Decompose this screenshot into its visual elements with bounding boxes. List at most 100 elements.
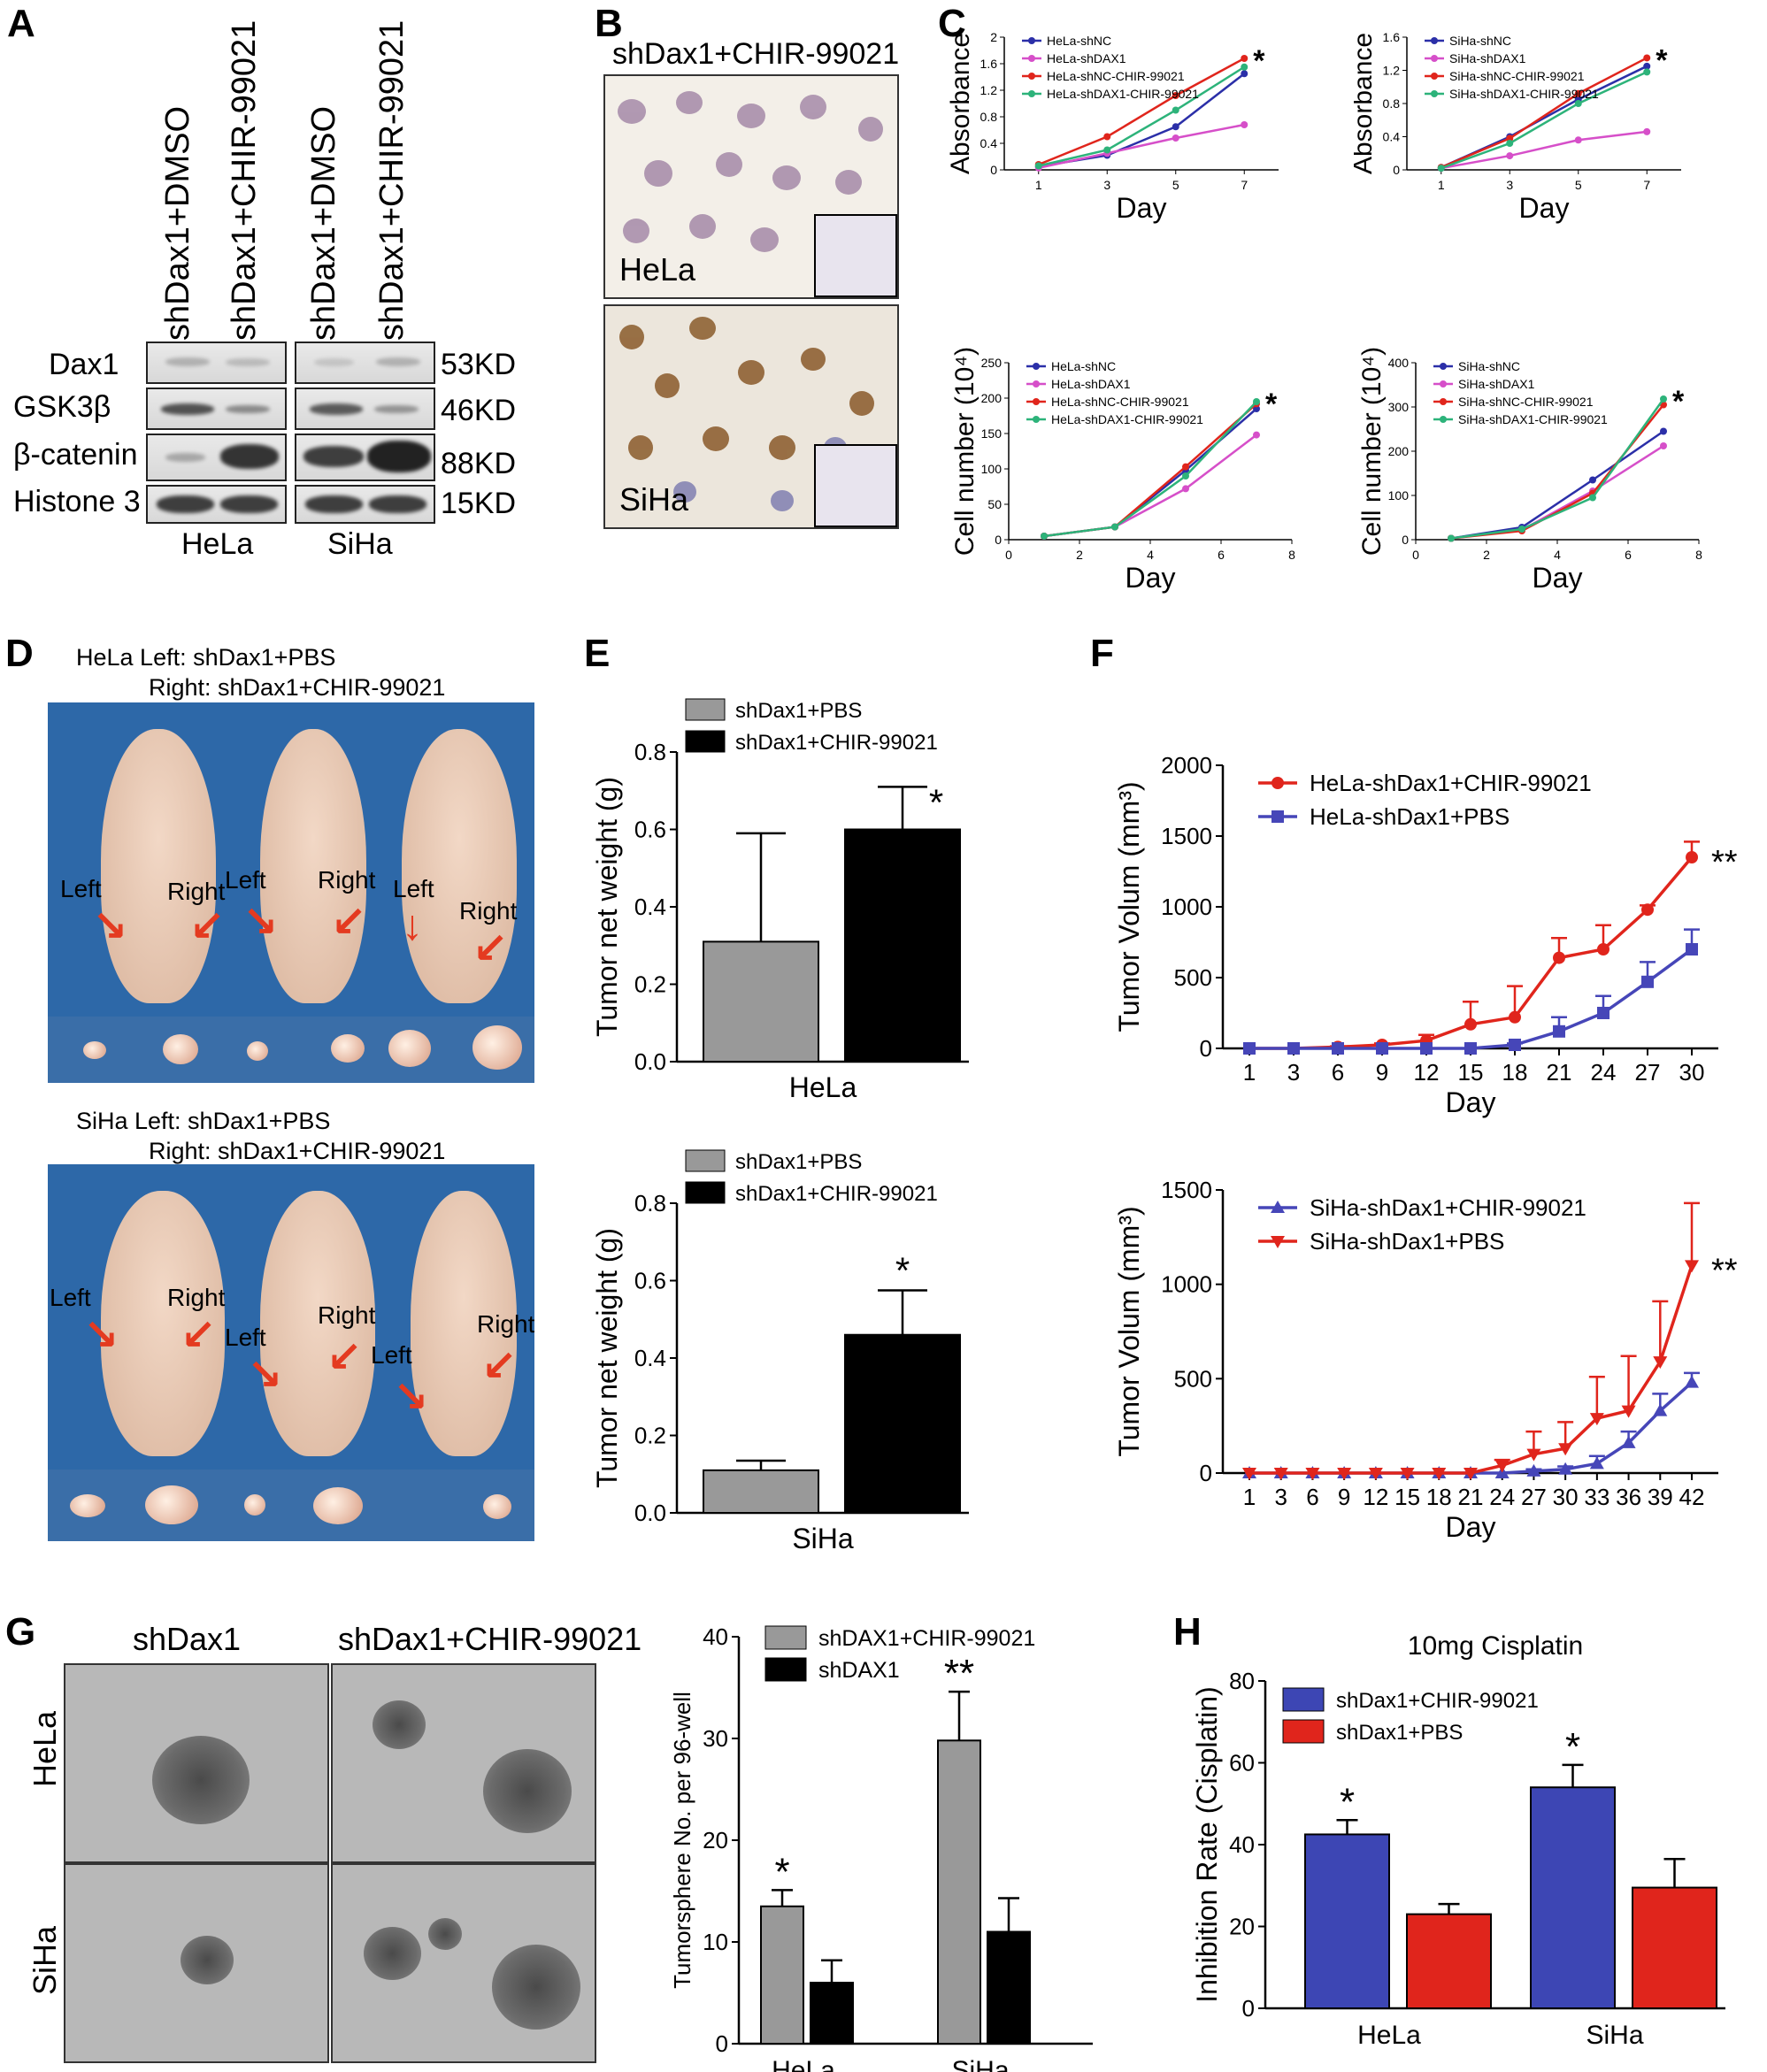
y-tick-label: 1.6 [1383,30,1401,44]
legend-label: shDax1+PBS [1336,1721,1463,1745]
data-point [1243,1042,1256,1055]
blot-band-strip [146,434,287,481]
y-tick-label: 30 [703,1725,728,1752]
x-tick-label: 24 [1489,1484,1515,1510]
data-point [1368,1468,1383,1480]
cell-label-hela: HeLa [181,527,254,561]
ihc-siha-label: SiHa [619,481,689,518]
y-tick-label: 0.6 [634,1268,666,1294]
legend-swatch [685,730,726,753]
legend-label: HeLa-shNC-CHIR-99021 [1047,69,1185,83]
significance-label: * [929,781,943,823]
data-point [1526,1463,1541,1477]
chart-absorbance-siha: 0 0.4 0.8 1.2 1.6 1 3 5 7 Day Absorbance SiHa-shNC S… [1354,30,1681,224]
data-point [1111,523,1118,531]
y-tick-label: 0 [1393,163,1400,177]
data-point [1685,1375,1699,1388]
y-tick-label: 0.2 [634,971,666,998]
legend-marker [1033,416,1040,423]
y-tick-label: 20 [703,1827,728,1853]
excised-tumors [48,1470,534,1541]
panel-letter-f: F [1090,632,1114,675]
x-tick-label: 18 [1426,1484,1452,1510]
data-point [1643,62,1651,70]
data-point [1506,140,1514,147]
legend-label: shDax1+PBS [735,1150,862,1174]
significance-label: * [774,1850,789,1893]
legend-label: SiHa-shNC-CHIR-99021 [1458,395,1594,409]
bar [987,1930,1031,2045]
data-point [1464,1017,1477,1031]
protein-label-beta-catenin: β-catenin [13,438,138,472]
legend-swatch [764,1657,807,1682]
data-point [1437,165,1445,173]
right-label: Right [477,1310,534,1338]
x-tick-label: 27 [1521,1484,1547,1510]
sphere-image [64,1863,329,2063]
series-line [1249,1381,1694,1475]
chart-tumor-weight-siha: 0.0 0.2 0.4 0.6 0.8 Tumor net weight (g) SiHa *… [591,1149,969,1554]
cell-label-siha: SiHa [327,527,393,561]
x-axis-label: Day [1519,192,1570,224]
significance-label: ** [944,1652,974,1695]
x-tick-label: 7 [1643,178,1650,192]
data-point [1337,1468,1352,1480]
bar [1530,1786,1616,2009]
hela-group-line1: HeLa Left: shDax1+PBS [76,644,336,671]
legend-label: SiHa-shDax1+CHIR-99021 [1310,1194,1586,1221]
sphere-image [331,1863,596,2063]
series-line [1450,430,1664,540]
legend-label: shDax1+CHIR-99021 [735,1182,938,1206]
panel-letter-a: A [7,2,35,45]
legend-marker [1028,37,1035,44]
legend-marker [1028,55,1035,62]
y-axis-label: Inhibition Rate (Cisplatin) [1191,1686,1223,2003]
x-tick-label: 5 [1172,178,1179,192]
data-point [1643,127,1651,135]
y-tick-label: 1500 [1161,823,1212,849]
legend-swatch [1282,1719,1325,1744]
y-tick-label: 2000 [1161,752,1212,779]
data-point [1553,1024,1565,1038]
panel-letter-b: B [595,2,623,45]
x-tick-label: 0 [1005,548,1012,562]
legend-marker [1033,380,1040,388]
x-tick-label: 12 [1363,1484,1388,1510]
legend-label: HeLa-shDax1+CHIR-99021 [1310,770,1592,796]
y-tick-label: 0 [1242,1995,1255,2022]
data-point [1643,68,1651,76]
x-tick-label: 1 [1243,1484,1256,1510]
data-point [1103,133,1111,141]
x-tick-label: 0 [1412,548,1419,562]
significance-label: * [1656,43,1668,77]
x-tick-label: 3 [1103,178,1110,192]
data-point [1103,146,1111,154]
siha-group-line1: SiHa Left: shDax1+PBS [76,1108,331,1134]
legend-swatch [685,1181,726,1204]
sphere-row-label-2: SiHa [27,1925,63,1995]
y-tick-label: 1000 [1161,1271,1212,1298]
x-tick-label: 36 [1616,1484,1641,1510]
legend-label: SiHa-shNC [1458,359,1520,373]
data-point [1518,526,1525,533]
x-tick-label: 15 [1394,1484,1420,1510]
data-point [1574,100,1582,107]
left-label: Left [225,866,266,894]
x-tick-label: 6 [1306,1484,1318,1510]
panel-letter-d: D [5,632,34,675]
y-tick-label: 400 [1388,356,1410,370]
x-axis-label: Day [1126,562,1176,594]
chart-absorbance-hela: 0 0.4 0.8 1.2 1.6 2 1 3 5 7 Day Absorbance HeLa-shNC… [946,30,1279,224]
data-point [1241,121,1248,128]
y-tick-label: 0 [995,533,1002,547]
data-point [1660,442,1667,449]
x-tick-label: 6 [1218,548,1225,562]
bar [810,1982,854,2045]
x-tick-label: 2 [1483,548,1490,562]
legend-marker [1431,37,1438,44]
right-label: Right [318,866,376,894]
x-tick-label: 33 [1584,1484,1610,1510]
legend-label: HeLa-shDAX1 [1051,377,1131,391]
sphere-row-label-1: HeLa [27,1710,63,1787]
